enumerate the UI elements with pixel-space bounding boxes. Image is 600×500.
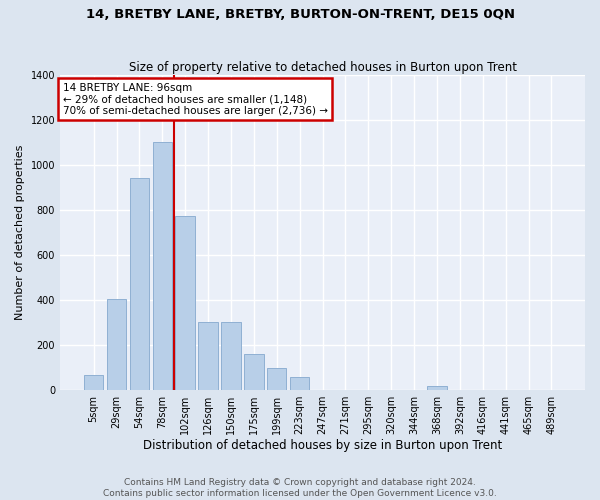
Text: 14 BRETBY LANE: 96sqm
← 29% of detached houses are smaller (1,148)
70% of semi-d: 14 BRETBY LANE: 96sqm ← 29% of detached … <box>62 82 328 116</box>
Bar <box>130 178 149 390</box>
Bar <box>427 386 446 390</box>
Bar <box>221 322 241 390</box>
Bar <box>199 322 218 390</box>
Text: 14, BRETBY LANE, BRETBY, BURTON-ON-TRENT, DE15 0QN: 14, BRETBY LANE, BRETBY, BURTON-ON-TRENT… <box>86 8 515 20</box>
Bar <box>267 368 286 390</box>
Bar <box>152 142 172 390</box>
Title: Size of property relative to detached houses in Burton upon Trent: Size of property relative to detached ho… <box>128 60 517 74</box>
Bar <box>107 298 126 390</box>
Bar <box>175 216 195 390</box>
Bar <box>244 354 263 390</box>
Text: Contains HM Land Registry data © Crown copyright and database right 2024.
Contai: Contains HM Land Registry data © Crown c… <box>103 478 497 498</box>
Y-axis label: Number of detached properties: Number of detached properties <box>15 144 25 320</box>
Bar <box>290 378 310 390</box>
X-axis label: Distribution of detached houses by size in Burton upon Trent: Distribution of detached houses by size … <box>143 440 502 452</box>
Bar <box>84 375 103 390</box>
